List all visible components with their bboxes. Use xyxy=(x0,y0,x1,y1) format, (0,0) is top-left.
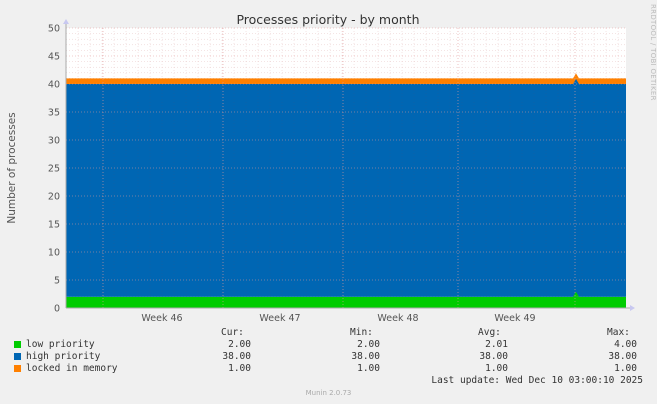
series-area-low-priority xyxy=(66,296,626,308)
x-axis-arrow xyxy=(630,305,635,311)
series-area-locked-in-memory xyxy=(66,78,626,84)
legend-swatch xyxy=(14,341,21,348)
y-tick-label: 0 xyxy=(54,304,60,315)
spike-locked-in-memory xyxy=(573,73,579,79)
legend-value-avg: 1.00 xyxy=(485,363,508,374)
munin-version: Munin 2.0.73 xyxy=(305,389,352,397)
spike-high-priority xyxy=(573,78,579,84)
x-tick-label: Week 46 xyxy=(141,313,182,324)
legend-row: locked in memory 1.00 1.00 1.00 1.00 xyxy=(0,363,657,375)
y-axis-arrow xyxy=(63,19,69,24)
legend-series-name: locked in memory xyxy=(26,363,118,374)
spike-low-priority xyxy=(573,291,579,297)
header-avg: Avg: xyxy=(478,327,501,338)
x-tick-label: Week 49 xyxy=(494,313,535,324)
legend-header-row: Cur: Min: Avg: Max: xyxy=(0,327,657,339)
y-tick-label: 40 xyxy=(48,80,60,91)
x-tick-label: Week 47 xyxy=(259,313,300,324)
header-min: Min: xyxy=(350,327,373,338)
legend-value-max: 38.00 xyxy=(608,351,637,362)
legend-value-cur: 1.00 xyxy=(228,363,251,374)
legend-value-min: 1.00 xyxy=(357,363,380,374)
header-max: Max: xyxy=(607,327,630,338)
y-tick-label: 5 xyxy=(54,276,60,287)
legend-value-avg: 2.01 xyxy=(485,339,508,350)
legend-value-max: 1.00 xyxy=(614,363,637,374)
y-tick-label: 45 xyxy=(48,52,60,63)
y-tick-label: 10 xyxy=(48,248,60,259)
rrdtool-credit: RRDTOOL / TOBI OETIKER xyxy=(649,4,657,101)
plot-area: 0 5 10 15 20 25 30 35 40 45 50 Week 46 Week 47 Week 4… xyxy=(48,19,635,324)
legend-series-name: low priority xyxy=(26,339,95,350)
series-area-high-priority xyxy=(66,84,626,297)
x-tick-label: Week 48 xyxy=(377,313,418,324)
legend-swatch xyxy=(14,353,21,360)
y-axis-label: Number of processes xyxy=(6,112,18,223)
legend-row: high priority 38.00 38.00 38.00 38.00 xyxy=(0,351,657,363)
header-cur: Cur: xyxy=(221,327,244,338)
legend-row: low priority 2.00 2.00 2.01 4.00 xyxy=(0,339,657,351)
legend-value-min: 2.00 xyxy=(357,339,380,350)
y-tick-label: 15 xyxy=(48,220,60,231)
chart-title: Processes priority - by month xyxy=(236,12,419,27)
y-tick-label: 30 xyxy=(48,136,60,147)
chart: Processes priority - by month Number of … xyxy=(6,12,635,324)
legend-value-cur: 38.00 xyxy=(222,351,251,362)
legend-swatch xyxy=(14,365,21,372)
legend-value-cur: 2.00 xyxy=(228,339,251,350)
legend-series-name: high priority xyxy=(26,351,101,362)
legend-value-avg: 38.00 xyxy=(479,351,508,362)
y-tick-label: 50 xyxy=(48,24,60,35)
y-tick-label: 20 xyxy=(48,192,60,203)
legend-value-max: 4.00 xyxy=(614,339,637,350)
legend-value-min: 38.00 xyxy=(351,351,380,362)
last-update: Last update: Wed Dec 10 03:00:10 2025 xyxy=(431,375,643,386)
y-tick-label: 25 xyxy=(48,164,60,175)
y-tick-label: 35 xyxy=(48,108,60,119)
